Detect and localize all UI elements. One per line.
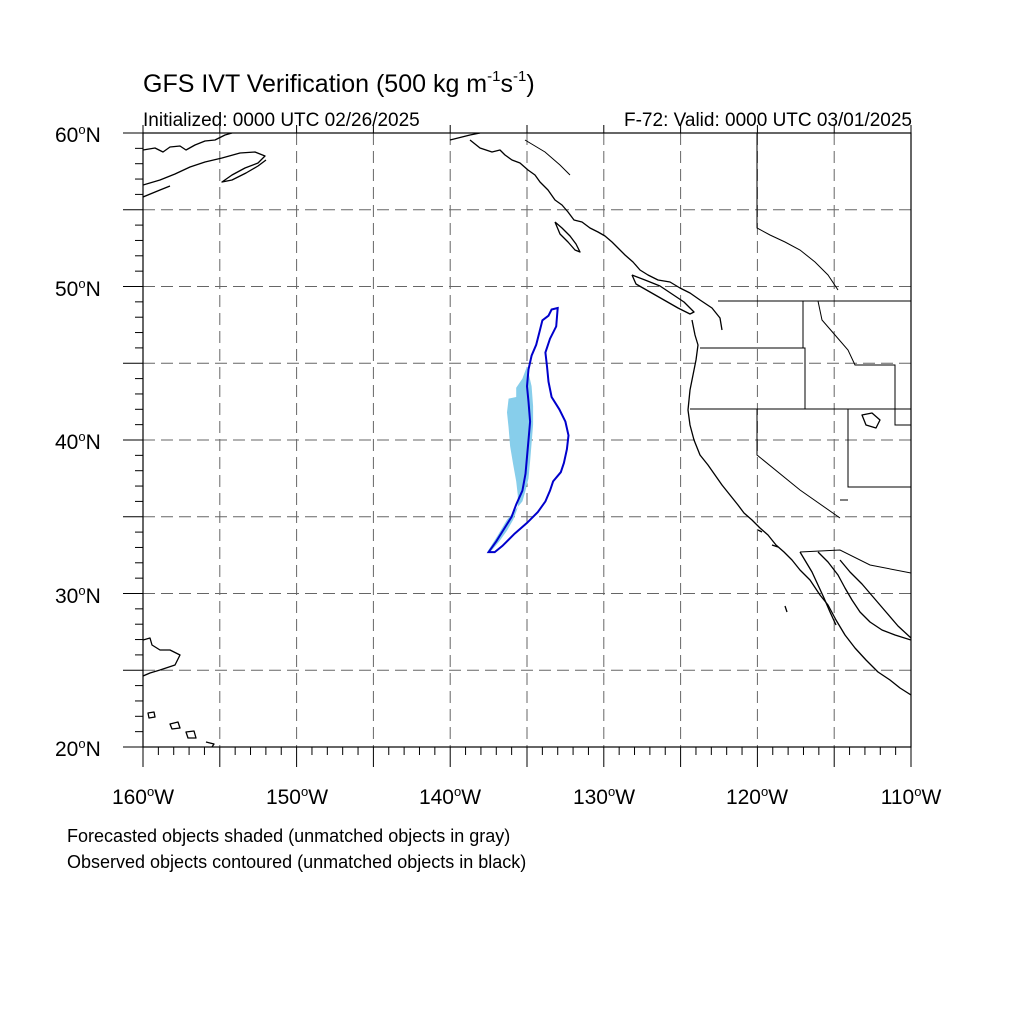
note-observed: Observed objects contoured (unmatched ob… (67, 852, 527, 872)
lon-label-150w: 150oW (265, 784, 329, 809)
coastline-haida-gwaii (554, 221, 581, 253)
coastlines (143, 133, 911, 747)
axis-ticks (123, 125, 912, 767)
coastline-hawaii (143, 637, 181, 677)
state-borders (690, 300, 911, 574)
coastline-gulf-of-alaska (449, 133, 723, 331)
alaska-canada-border (524, 133, 839, 291)
map-title: GFS IVT Verification (500 kg m-1s-1) (143, 68, 535, 98)
lon-label-160w: 160oW (111, 784, 175, 809)
note-forecast: Forecasted objects shaded (unmatched obj… (67, 826, 511, 846)
valid-time: F-72: Valid: 0000 UTC 03/01/2025 (624, 110, 912, 131)
lon-label-140w: 140oW (418, 784, 482, 809)
observed-ivt-contour (486, 306, 570, 554)
coastline-vancouver-island (631, 274, 695, 315)
lon-label-120w: 120oW (725, 784, 789, 809)
lat-label-20: 20oN (55, 736, 101, 761)
coastline-mainland-mexico (839, 559, 911, 639)
lat-label-40: 40oN (55, 429, 101, 454)
initialized-time: Initialized: 0000 UTC 02/26/2025 (143, 110, 420, 131)
coastline-us-west (687, 319, 911, 696)
lon-label-110w: 110oW (880, 784, 942, 809)
forecast-ivt-object (487, 366, 534, 553)
political-boundaries (524, 133, 911, 574)
lat-label-60: 60oN (55, 122, 101, 147)
coastline-alaska-peninsula (143, 133, 267, 198)
coastline-baja (799, 551, 911, 641)
lat-label-50: 50oN (55, 276, 101, 301)
lat-label-30: 30oN (55, 583, 101, 608)
lon-label-130w: 130oW (572, 784, 636, 809)
